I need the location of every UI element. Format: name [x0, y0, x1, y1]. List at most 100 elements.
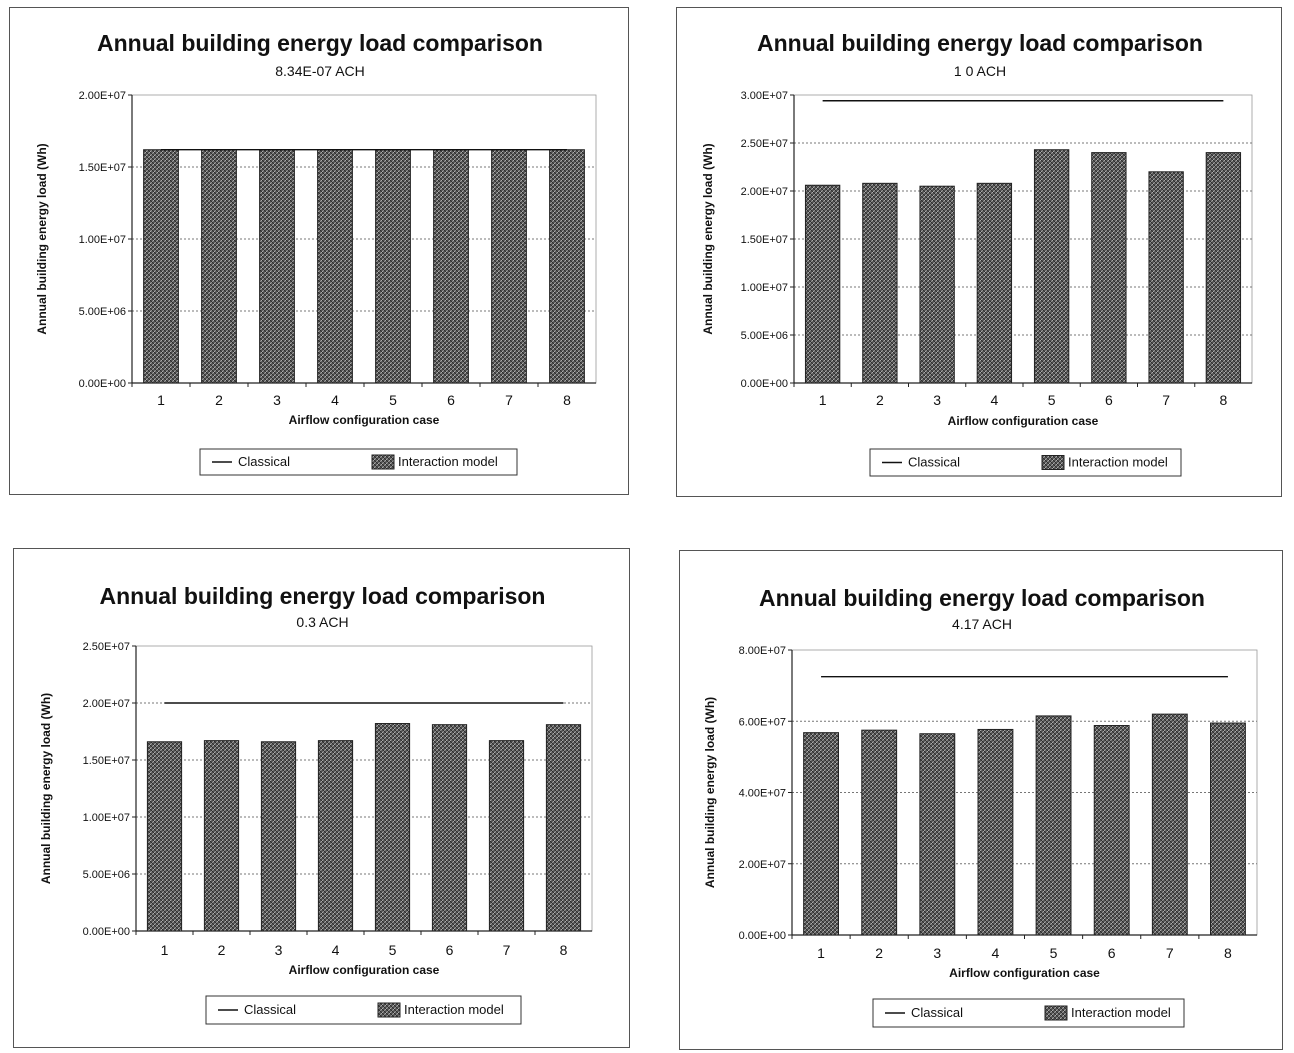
x-tick-label: 2	[215, 392, 223, 408]
bar-case-2	[861, 729, 898, 936]
x-tick-label: 8	[1219, 392, 1227, 408]
chart-panel-3: Annual building energy load comparison 0.…	[13, 548, 630, 1048]
legend-classical-label: Classical	[238, 454, 290, 469]
bar-case-6	[1091, 152, 1127, 384]
y-tick-label: 3.00E+07	[741, 90, 788, 102]
chart-panel-4: Annual building energy load comparison 4.…	[679, 550, 1283, 1050]
legend-interaction-label: Interaction model	[1071, 1005, 1171, 1020]
x-axis-label: Airflow configuration case	[949, 966, 1100, 980]
x-tick-label: 1	[157, 392, 165, 408]
x-tick-label: 2	[875, 945, 883, 961]
legend-box	[205, 995, 522, 1025]
bar-case-3	[919, 733, 956, 936]
legend-interaction-swatch	[1041, 455, 1065, 470]
y-tick-label: 1.00E+07	[741, 282, 788, 294]
y-tick-label: 0.00E+00	[741, 378, 788, 390]
bar-case-2	[862, 182, 898, 384]
bar-case-5	[375, 149, 411, 384]
y-tick-label: 0.00E+00	[79, 378, 126, 390]
x-tick-label: 2	[876, 392, 884, 408]
y-tick-label: 2.00E+07	[83, 698, 130, 710]
x-tick-label: 1	[819, 392, 827, 408]
y-tick-label: 2.00E+07	[739, 859, 786, 871]
x-tick-label: 7	[505, 392, 513, 408]
bar-case-1	[804, 184, 841, 384]
x-tick-label: 3	[275, 942, 283, 958]
x-tick-label: 4	[331, 392, 339, 408]
x-tick-label: 8	[560, 942, 568, 958]
y-tick-label: 1.00E+07	[79, 234, 126, 246]
chart-subtitle: 4.17 ACH	[952, 616, 1012, 632]
chart-subtitle: 1 0 ACH	[954, 63, 1006, 79]
chart-title: Annual building energy load comparison	[759, 585, 1205, 611]
legend-interaction-swatch	[371, 454, 395, 470]
bar-case-5	[1035, 715, 1072, 936]
bar-case-8	[545, 724, 582, 932]
y-tick-label: 2.00E+07	[741, 186, 788, 198]
legend: Classical Interaction model	[205, 995, 522, 1025]
y-axis-label: Annual building energy load (Wh)	[703, 697, 717, 888]
bar-case-4	[976, 182, 1013, 384]
y-tick-label: 5.00E+06	[79, 306, 126, 318]
bar-case-3	[919, 185, 955, 384]
x-tick-label: 8	[563, 392, 571, 408]
legend-classical-label: Classical	[244, 1002, 296, 1017]
bar-case-5	[1033, 149, 1070, 384]
y-tick-label: 1.50E+07	[741, 234, 788, 246]
y-tick-label: 0.00E+00	[739, 930, 786, 942]
legend-interaction-label: Interaction model	[398, 454, 498, 469]
legend-interaction-swatch	[1044, 1005, 1068, 1021]
y-tick-label: 2.50E+07	[83, 641, 130, 653]
x-tick-label: 7	[1162, 392, 1170, 408]
y-tick-label: 1.50E+07	[83, 755, 130, 767]
y-tick-label: 2.00E+07	[79, 90, 126, 102]
x-tick-label: 5	[1048, 392, 1056, 408]
legend-box	[199, 448, 518, 476]
legend: Classical Interaction model	[869, 448, 1182, 477]
chart-panel-1: Annual building energy load comparison 8.…	[9, 7, 629, 495]
x-tick-label: 4	[990, 392, 998, 408]
bar-case-4	[317, 149, 353, 384]
bar-case-3	[260, 741, 297, 932]
y-tick-label: 5.00E+06	[741, 330, 788, 342]
bar-case-4	[977, 728, 1014, 936]
x-tick-label: 5	[1050, 945, 1058, 961]
y-tick-label: 6.00E+07	[739, 716, 786, 728]
legend-interaction-swatch	[377, 1002, 401, 1018]
y-tick-label: 4.00E+07	[739, 788, 786, 800]
x-tick-label: 6	[447, 392, 455, 408]
x-tick-label: 4	[992, 945, 1000, 961]
x-tick-label: 3	[273, 392, 281, 408]
y-tick-label: 8.00E+07	[739, 645, 786, 657]
bar-case-4	[317, 740, 354, 932]
bar-case-8	[1205, 152, 1242, 384]
y-tick-label: 1.50E+07	[79, 162, 126, 174]
y-tick-label: 1.00E+07	[83, 812, 130, 824]
x-tick-label: 6	[1108, 945, 1116, 961]
x-tick-label: 7	[503, 942, 511, 958]
bar-case-7	[491, 149, 527, 384]
bar-case-8	[1210, 722, 1246, 936]
x-tick-label: 6	[1105, 392, 1113, 408]
x-tick-label: 5	[389, 942, 397, 958]
y-axis-label: Annual building energy load (Wh)	[35, 143, 49, 334]
chart-svg: Annual building energy load comparison 4.…	[703, 585, 1258, 1028]
x-tick-label: 3	[933, 945, 941, 961]
bar-case-5	[374, 723, 411, 932]
chart-title: Annual building energy load comparison	[97, 30, 543, 56]
bar-case-7	[1151, 713, 1188, 936]
bar-case-8	[549, 149, 585, 384]
legend-interaction-label: Interaction model	[1068, 455, 1168, 470]
x-tick-label: 3	[933, 392, 941, 408]
chart-svg: Annual building energy load comparison 0.…	[39, 583, 593, 1025]
chart-svg: Annual building energy load comparison 8.…	[35, 30, 597, 476]
bar-case-1	[143, 149, 179, 384]
legend: Classical Interaction model	[872, 998, 1185, 1028]
y-tick-label: 2.50E+07	[741, 138, 788, 150]
legend-classical-label: Classical	[911, 1005, 963, 1020]
bar-case-6	[431, 724, 468, 932]
y-axis-label: Annual building energy load (Wh)	[39, 693, 53, 884]
x-tick-label: 2	[218, 942, 226, 958]
bar-case-1	[803, 732, 839, 936]
x-tick-label: 1	[161, 942, 169, 958]
